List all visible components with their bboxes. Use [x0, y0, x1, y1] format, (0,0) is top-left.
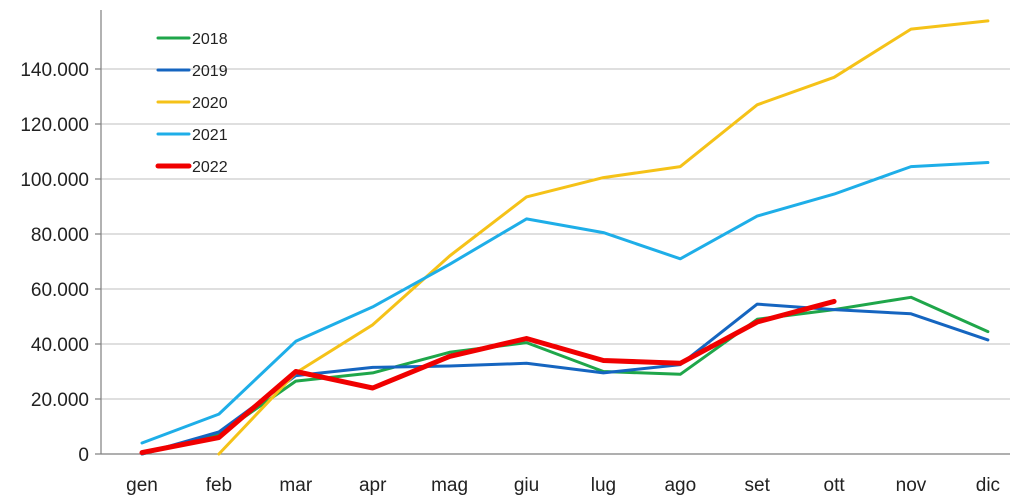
y-axis-tick-labels: 0 20.000 40.000 60.000 80.000 100.000 120.000 1…: [20, 60, 89, 466]
x-tick-label: nov: [896, 475, 927, 496]
legend-label: 2018: [192, 31, 228, 48]
x-tick-label: lug: [591, 475, 616, 496]
gridlines: [101, 68, 1010, 400]
series-line-2018: [140, 295, 990, 456]
y-tick-label: 0: [78, 445, 89, 466]
y-tick-label: 20.000: [31, 390, 89, 411]
x-tick-label: giu: [514, 475, 539, 496]
series-lines: [139, 19, 990, 456]
legend-label: 2020: [192, 95, 228, 112]
y-tick-label: 100.000: [20, 170, 89, 191]
x-tick-label: gen: [126, 475, 158, 496]
series-line-2022: [139, 298, 837, 456]
x-axis-tick-labels: gen feb mar apr mag giu lug ago set ott nov dic: [126, 475, 1000, 496]
series-line-2021: [140, 161, 990, 445]
x-tick-label: feb: [206, 475, 232, 496]
legend-label: 2022: [192, 159, 228, 176]
legend-label: 2019: [192, 63, 228, 80]
x-tick-label: apr: [359, 475, 387, 496]
y-tick-label: 40.000: [31, 335, 89, 356]
legend: 2018 2019 2020 2021 2022: [155, 31, 228, 176]
legend-label: 2021: [192, 127, 228, 144]
x-tick-label: set: [745, 475, 771, 496]
x-tick-label: mag: [431, 475, 468, 496]
series-line-2020: [217, 19, 990, 456]
y-tick-label: 140.000: [20, 60, 89, 81]
x-tick-label: mar: [279, 475, 312, 496]
y-tick-label: 60.000: [31, 280, 89, 301]
x-tick-label: ott: [824, 475, 846, 496]
series-line-2019: [140, 302, 990, 456]
x-tick-label: dic: [976, 475, 1000, 496]
x-tick-label: ago: [664, 475, 696, 496]
y-tick-label: 80.000: [31, 225, 89, 246]
y-tick-label: 120.000: [20, 115, 89, 136]
axes: [95, 10, 1010, 455]
